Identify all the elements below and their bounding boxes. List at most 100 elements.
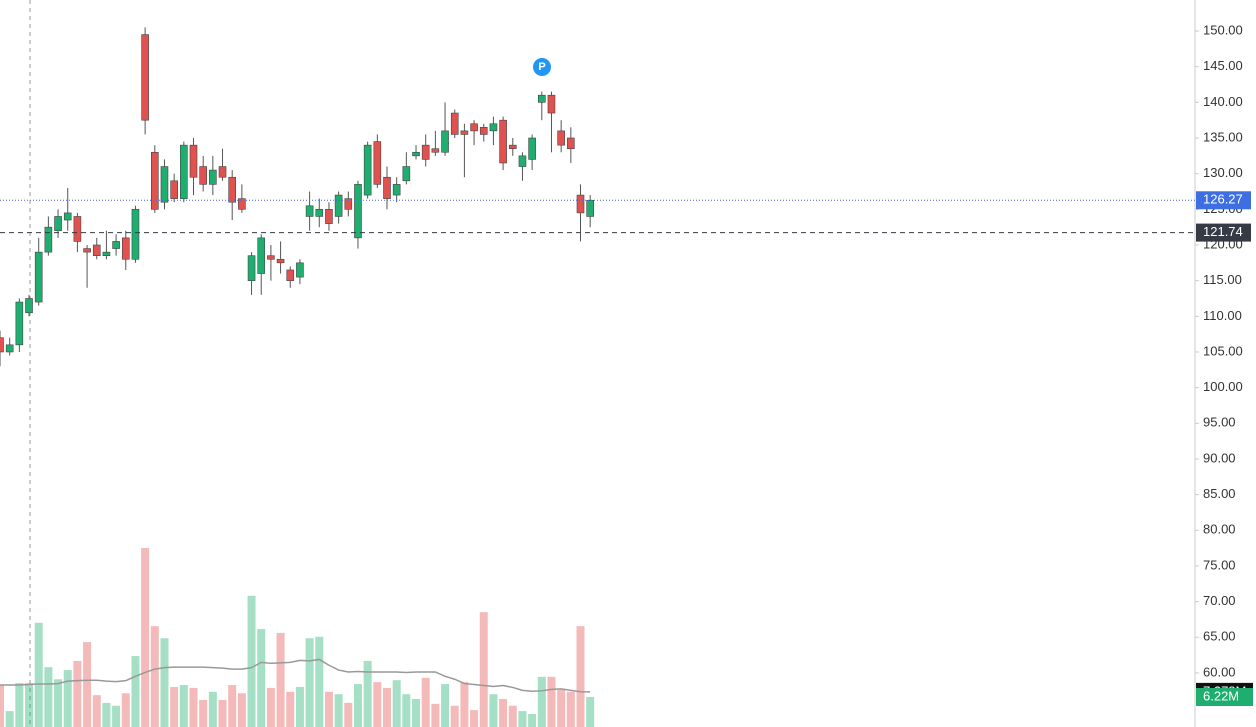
candle-body: [112, 241, 120, 249]
y-tick-label: 150.00: [1203, 22, 1243, 37]
y-tick-label: 75.00: [1203, 557, 1236, 572]
volume-bar: [237, 693, 246, 727]
volume-bar: [83, 642, 92, 727]
candle-body: [363, 144, 372, 196]
volume-bar: [102, 702, 111, 727]
y-tick-label: 115.00: [1203, 272, 1242, 287]
volume-bar: [218, 699, 227, 727]
candle-body: [276, 258, 285, 264]
candle-body: [286, 269, 295, 281]
candle-body: [586, 199, 594, 217]
volume-bar: [170, 686, 179, 727]
candle-body: [15, 301, 24, 346]
volume-bar: [324, 691, 333, 727]
volume-bar: [450, 705, 459, 727]
event-marker[interactable]: [533, 58, 551, 76]
volume-bar: [276, 632, 285, 727]
candle-body: [102, 251, 111, 256]
candle-body: [344, 198, 353, 210]
candle-body: [479, 127, 488, 135]
price-label-box: [1196, 191, 1251, 210]
candle-body: [567, 137, 575, 150]
candle-body: [557, 130, 565, 146]
candle-body: [73, 216, 82, 242]
volume-bar: [34, 622, 43, 727]
volume-bar: [508, 705, 517, 727]
price-label: 126.27: [1203, 192, 1243, 207]
candle-body: [44, 226, 53, 253]
volume-bar: [402, 694, 411, 727]
candle-body: [499, 119, 507, 164]
volume-bar: [470, 710, 479, 727]
volume-bar: [576, 626, 585, 727]
volume-bar: [44, 667, 53, 727]
candle-body: [441, 130, 449, 153]
y-tick-label: 145.00: [1203, 58, 1243, 73]
volume-bar: [112, 705, 121, 727]
price-label-box: [1196, 223, 1251, 242]
volume-bar: [266, 687, 275, 727]
candle-body: [402, 166, 411, 182]
volume-label-box: [1196, 687, 1253, 706]
y-tick-label: 100.00: [1203, 379, 1243, 394]
y-tick-label: 110.00: [1203, 308, 1242, 323]
volume-bar: [25, 683, 34, 727]
candle-body: [228, 176, 236, 203]
volume-bar: [441, 684, 450, 727]
volume-label: 6.22M: [1203, 688, 1239, 703]
volume-bar: [247, 595, 256, 727]
volume-bar: [566, 691, 575, 727]
candle-body: [160, 166, 169, 203]
y-tick-label: 140.00: [1203, 94, 1243, 109]
y-tick-label: 105.00: [1203, 343, 1243, 358]
candle-body: [576, 194, 585, 214]
candle-body: [121, 237, 130, 260]
candle-body: [170, 180, 178, 199]
volume-bar: [460, 682, 469, 727]
volume-bar: [92, 695, 101, 727]
volume-ma-line: [0, 658, 591, 693]
volume-bar: [557, 689, 566, 727]
volume-bar: [189, 687, 198, 727]
candle-body: [537, 94, 546, 103]
candle-body: [189, 144, 198, 178]
candle-body: [518, 155, 527, 167]
candle-body: [63, 212, 72, 221]
volume-bar: [5, 711, 14, 727]
volume-bar: [54, 679, 63, 727]
candle-body: [450, 112, 459, 135]
volume-bar: [228, 685, 237, 727]
volume-bar: [121, 693, 130, 727]
volume-bar: [286, 691, 295, 727]
volume-bar: [73, 660, 82, 727]
candle-body: [528, 137, 536, 160]
volume-bar: [0, 685, 4, 727]
volume-bar: [208, 691, 217, 727]
volume-bar: [334, 694, 343, 727]
candle-body: [373, 141, 382, 185]
volume-bar: [160, 638, 169, 727]
candle-body: [209, 169, 217, 185]
volume-bar: [150, 626, 159, 727]
volume-bar: [518, 711, 527, 727]
volume-bar: [431, 703, 440, 727]
candle-body: [547, 94, 556, 114]
volume-bar: [363, 660, 372, 727]
volume-bar: [131, 656, 140, 727]
volume-bar: [528, 713, 537, 727]
volume-bar: [315, 636, 324, 727]
y-tick-label: 70.00: [1203, 593, 1236, 608]
candle-body: [334, 194, 343, 217]
volume-bar: [63, 670, 72, 727]
candle-body: [238, 198, 246, 210]
y-tick-label: 85.00: [1203, 486, 1236, 501]
volume-bar: [537, 676, 546, 727]
candle-body: [180, 144, 188, 199]
candle-body: [257, 237, 266, 274]
candle-body: [489, 123, 498, 132]
candle-body: [54, 216, 62, 232]
candle-body: [470, 123, 478, 132]
candle-body: [296, 262, 304, 278]
